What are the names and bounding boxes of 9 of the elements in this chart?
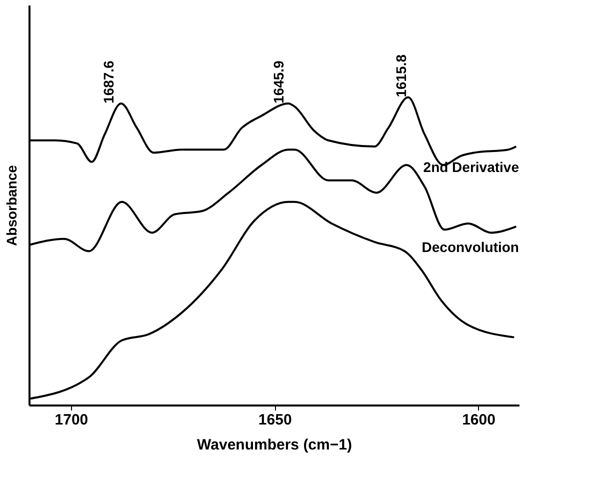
y-axis-title: Absorbance	[4, 164, 20, 246]
annotation: 1615.8	[392, 54, 409, 98]
annotation: 1645.9	[270, 60, 286, 104]
x-axis-title: Wavenumbers (cm−1)	[197, 436, 352, 454]
x-tick-label: 1600	[462, 412, 496, 428]
x-tick-label: 1650	[258, 412, 292, 428]
series-label: Deconvolution	[422, 239, 519, 256]
x-tick-label: 1700	[54, 412, 88, 428]
annotation: 1687.6	[100, 60, 116, 104]
